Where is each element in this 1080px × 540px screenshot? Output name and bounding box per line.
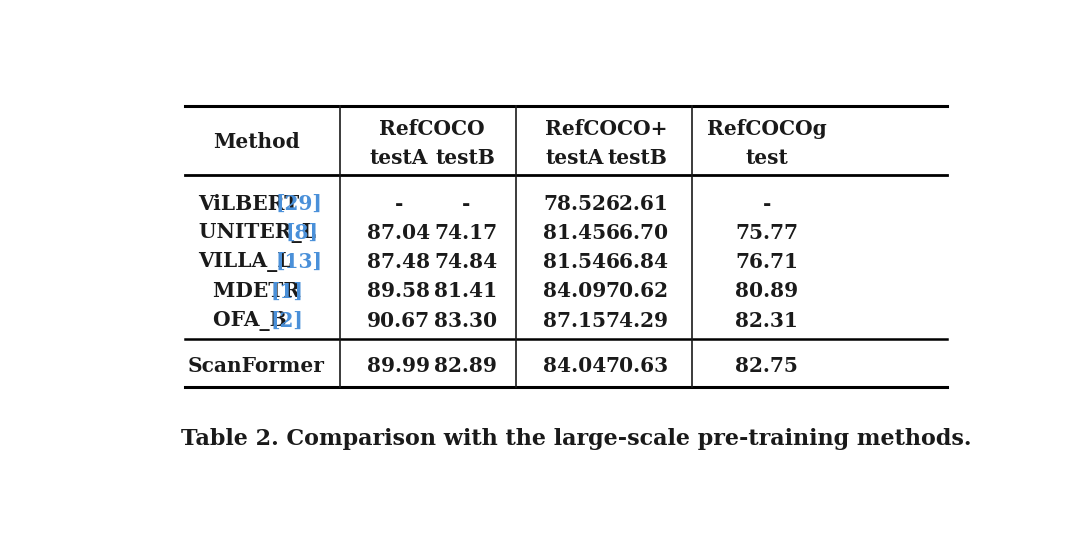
Text: 78.52: 78.52	[543, 194, 606, 214]
Text: 74.17: 74.17	[434, 223, 497, 243]
Text: 84.04: 84.04	[543, 356, 606, 376]
Text: Method: Method	[213, 132, 300, 152]
Text: 80.89: 80.89	[735, 281, 798, 301]
Text: 66.70: 66.70	[606, 223, 669, 243]
Text: 62.61: 62.61	[606, 194, 669, 214]
Text: -: -	[762, 194, 771, 214]
Text: RefCOCOg: RefCOCOg	[707, 119, 827, 139]
Text: 82.31: 82.31	[735, 310, 798, 330]
Text: [8]: [8]	[285, 223, 319, 243]
Text: 87.04: 87.04	[367, 223, 430, 243]
Text: 87.48: 87.48	[367, 252, 430, 272]
Text: 66.84: 66.84	[606, 252, 669, 272]
Text: 82.75: 82.75	[735, 356, 798, 376]
Text: 74.84: 74.84	[434, 252, 497, 272]
Text: 74.29: 74.29	[606, 310, 669, 330]
Text: OFA_B: OFA_B	[213, 310, 294, 330]
Text: [13]: [13]	[275, 252, 323, 272]
Text: 89.58: 89.58	[367, 281, 430, 301]
Text: 70.63: 70.63	[606, 356, 669, 376]
Text: MDETR: MDETR	[213, 281, 308, 301]
Text: -: -	[461, 194, 470, 214]
Text: testB: testB	[435, 148, 496, 168]
Text: RefCOCO: RefCOCO	[379, 119, 485, 139]
Text: RefCOCO+: RefCOCO+	[544, 119, 667, 139]
Text: test: test	[745, 148, 788, 168]
Text: [2]: [2]	[271, 310, 303, 330]
Text: 87.15: 87.15	[543, 310, 606, 330]
Text: 81.54: 81.54	[543, 252, 606, 272]
Text: 84.09: 84.09	[543, 281, 606, 301]
Text: testB: testB	[607, 148, 667, 168]
Text: 81.41: 81.41	[434, 281, 497, 301]
Text: 89.99: 89.99	[367, 356, 430, 376]
Text: [29]: [29]	[275, 194, 323, 214]
Text: UNITER_L: UNITER_L	[199, 223, 323, 243]
Text: VILLA_L: VILLA_L	[199, 252, 299, 272]
Text: 75.77: 75.77	[735, 223, 798, 243]
Text: testA: testA	[545, 148, 604, 168]
Text: 90.67: 90.67	[367, 310, 430, 330]
Text: Table 2. Comparison with the large-scale pre-training methods.: Table 2. Comparison with the large-scale…	[181, 428, 972, 450]
Text: 76.71: 76.71	[735, 252, 798, 272]
Text: -: -	[394, 194, 403, 214]
Text: ScanFormer: ScanFormer	[188, 356, 325, 376]
Text: ViLBERT: ViLBERT	[199, 194, 307, 214]
Text: 81.45: 81.45	[543, 223, 606, 243]
Text: 70.62: 70.62	[606, 281, 669, 301]
Text: [1]: [1]	[271, 281, 303, 301]
Text: testA: testA	[369, 148, 428, 168]
Text: 82.89: 82.89	[434, 356, 497, 376]
Text: 83.30: 83.30	[434, 310, 497, 330]
